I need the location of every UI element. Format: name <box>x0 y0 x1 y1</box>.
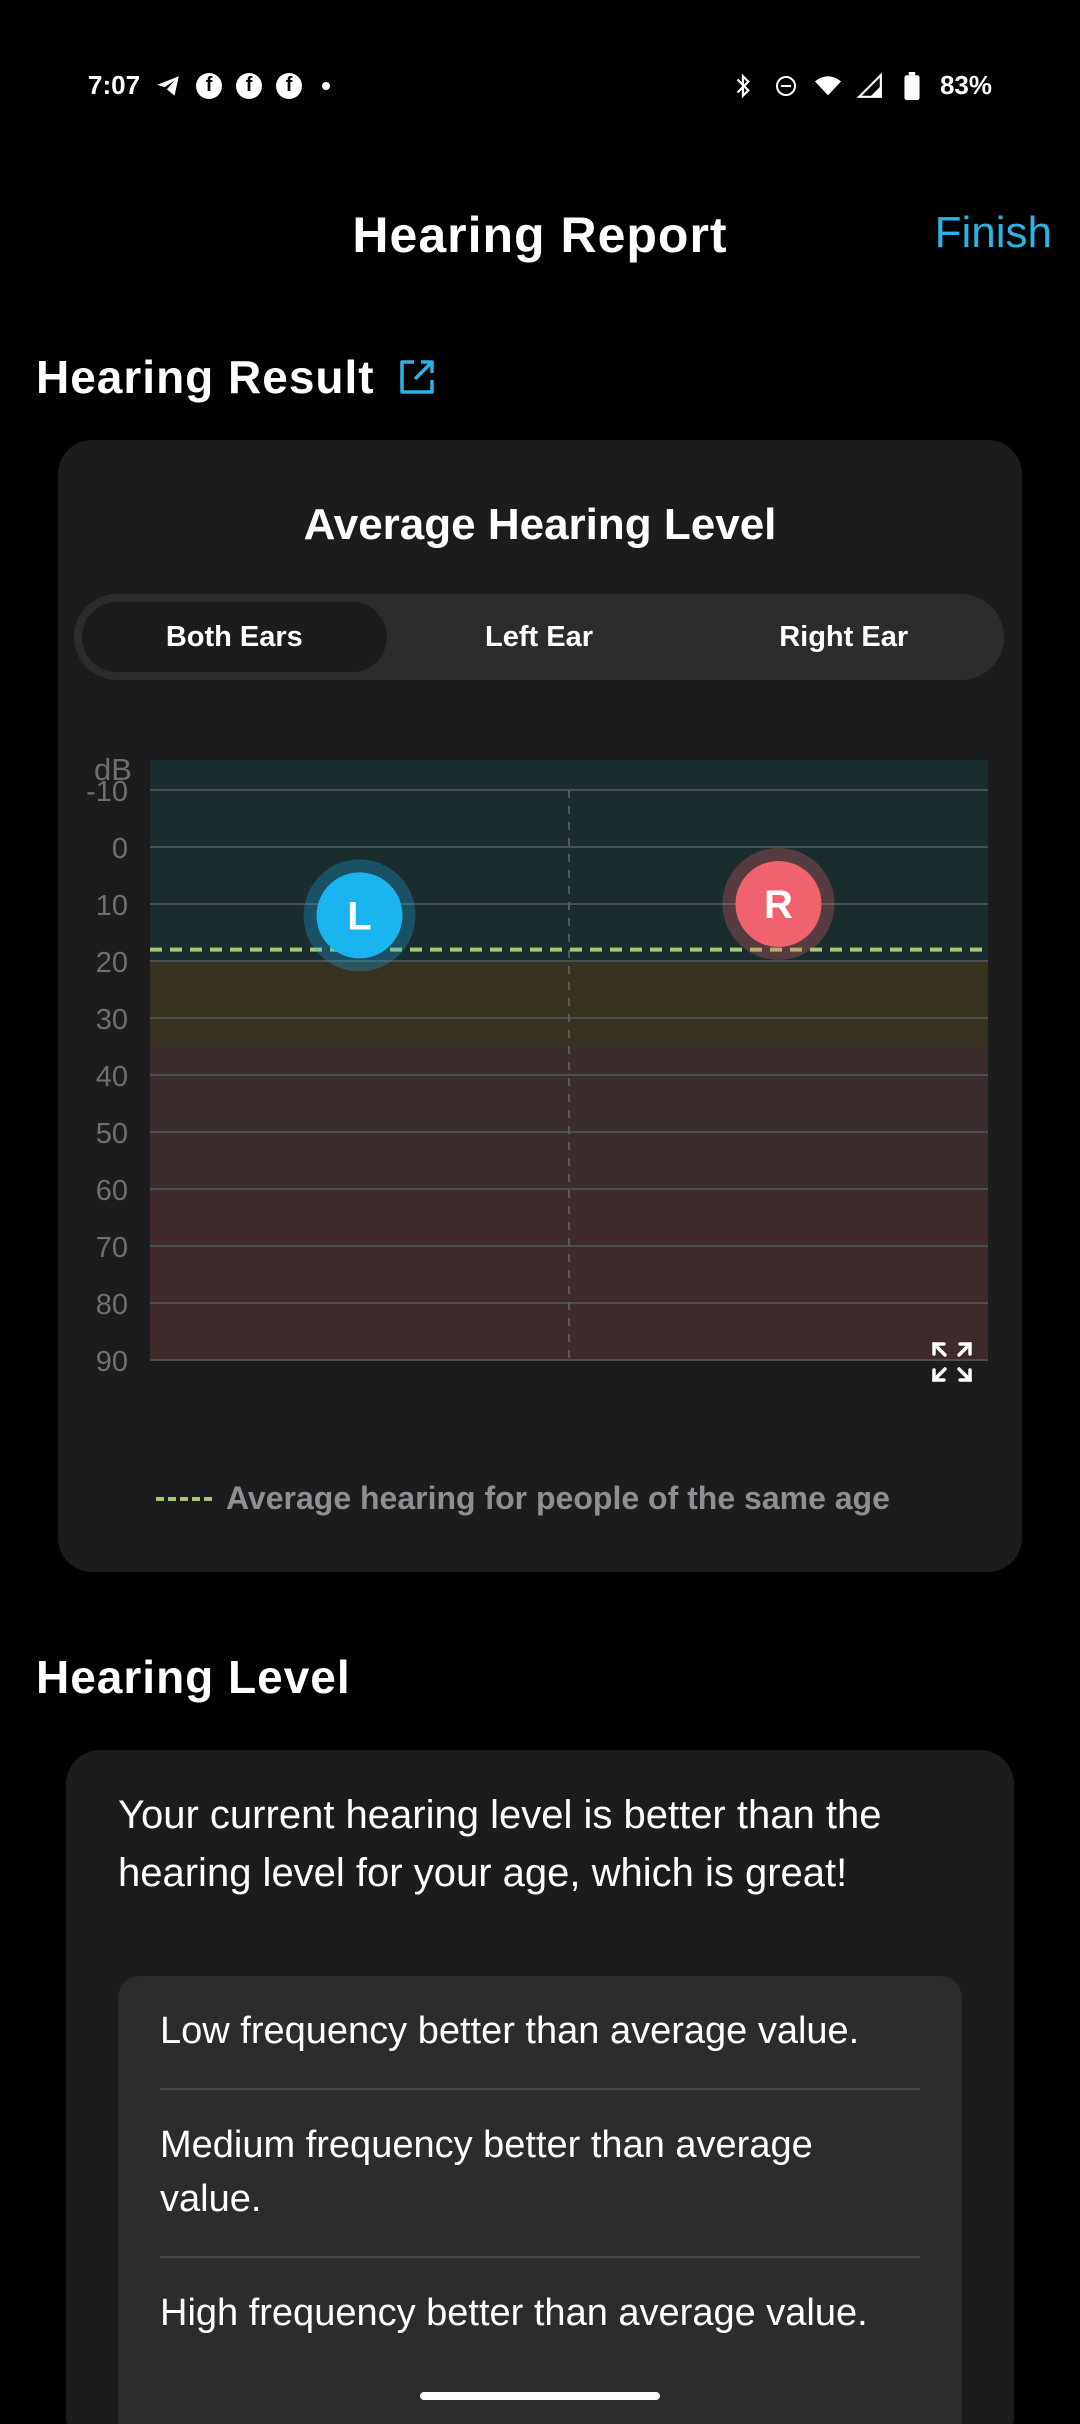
hearing-chart-svg: -10 0 10 20 30 40 50 60 70 80 90 dB L R <box>86 752 988 1378</box>
hearing-level-card: Your current hearing level is better tha… <box>66 1750 1014 2424</box>
signal-icon <box>856 72 884 100</box>
expand-chart-icon[interactable] <box>930 1340 974 1384</box>
hearing-result-title: Hearing Result <box>36 351 375 403</box>
y-tick-label: 20 <box>96 947 128 979</box>
finish-button[interactable]: Finish <box>934 208 1052 257</box>
ear-selector: Both Ears Left Ear Right Ear <box>74 594 1004 680</box>
status-left: 7:07 f f f <box>88 70 331 101</box>
hearing-point-l: L <box>303 859 416 972</box>
status-right: 83% <box>730 70 992 101</box>
legend-label: Average hearing for people of the same a… <box>226 1480 890 1516</box>
facebook-icon: f <box>236 72 263 99</box>
hearing-point-label: R <box>764 883 793 927</box>
hearing-point-label: L <box>347 894 371 938</box>
status-bar: 7:07 f f f 83% <box>0 0 1080 176</box>
list-item-low-frequency: Low frequency better than average value. <box>160 1976 920 2090</box>
y-tick-label: 70 <box>96 1232 128 1264</box>
y-tick-label: -10 <box>86 776 128 808</box>
y-tick-label: 0 <box>112 833 128 865</box>
y-tick-label: 90 <box>96 1346 128 1378</box>
list-item-high-frequency: High frequency better than average value… <box>160 2292 868 2334</box>
hearing-level-heading: Hearing Level <box>36 1650 351 1704</box>
hearing-level-title: Hearing Level <box>36 1651 351 1703</box>
list-item-medium-frequency: Medium frequency better than average val… <box>160 2090 920 2258</box>
hearing-level-summary: Your current hearing level is better tha… <box>118 1793 882 1895</box>
tab-both-ears[interactable]: Both Ears <box>82 602 387 672</box>
hearing-result-card: Average Hearing Level Both Ears Left Ear… <box>58 440 1022 1572</box>
chart-legend: Average hearing for people of the same a… <box>156 1480 890 1517</box>
y-axis-label: dB <box>94 752 132 787</box>
status-time: 7:07 <box>88 70 141 100</box>
tab-right-ear[interactable]: Right Ear <box>779 620 909 653</box>
hearing-chart: -10 0 10 20 30 40 50 60 70 80 90 dB L R <box>58 740 1022 1382</box>
notification-dot-icon <box>322 81 331 90</box>
tab-left-ear[interactable]: Left Ear <box>485 620 593 653</box>
card-title: Average Hearing Level <box>303 500 777 549</box>
page-title: Hearing Report <box>352 207 728 263</box>
y-tick-label: 10 <box>96 890 128 922</box>
y-tick-label: 60 <box>96 1175 128 1207</box>
y-tick-label: 80 <box>96 1289 128 1321</box>
y-tick-label: 50 <box>96 1118 128 1150</box>
hearing-result-heading: Hearing Result <box>36 350 437 404</box>
frequency-result-list: Low frequency better than average value.… <box>118 1976 962 2424</box>
hearing-point-r: R <box>722 848 835 960</box>
gesture-navigation-handle[interactable] <box>420 2392 660 2400</box>
facebook-icon: f <box>276 72 303 99</box>
y-tick-label: 30 <box>96 1004 128 1036</box>
bluetooth-icon <box>730 72 758 100</box>
battery-percentage: 83% <box>939 70 992 100</box>
wifi-icon <box>814 72 842 100</box>
external-link-icon[interactable] <box>397 357 437 397</box>
legend-dash-swatch <box>156 1496 212 1501</box>
telegram-icon <box>154 72 182 100</box>
y-tick-label: 40 <box>96 1061 128 1093</box>
facebook-icon: f <box>196 72 223 99</box>
do-not-disturb-icon <box>772 72 800 100</box>
battery-icon <box>898 71 926 100</box>
app-header: Hearing Report Finish <box>0 196 1080 276</box>
